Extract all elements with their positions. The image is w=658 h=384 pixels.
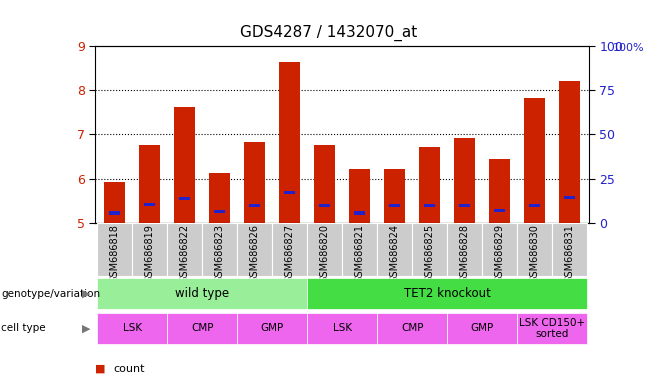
Text: ■: ■ — [95, 364, 106, 374]
Bar — [307, 313, 377, 344]
Bar — [559, 81, 580, 223]
Text: CMP: CMP — [191, 323, 213, 333]
Text: LSK: LSK — [122, 323, 141, 333]
Text: GSM686829: GSM686829 — [495, 224, 505, 283]
Text: GSM686820: GSM686820 — [320, 224, 330, 283]
Text: cell type: cell type — [1, 323, 46, 333]
Bar — [529, 204, 540, 207]
Text: GSM686819: GSM686819 — [145, 224, 155, 283]
Bar — [354, 212, 365, 215]
Text: GSM686825: GSM686825 — [424, 224, 435, 283]
Text: GSM686831: GSM686831 — [565, 224, 574, 283]
Text: TET2 knockout: TET2 knockout — [404, 287, 491, 300]
Bar — [349, 169, 370, 223]
Bar — [552, 223, 587, 276]
Bar — [314, 146, 335, 223]
Y-axis label: 100%: 100% — [613, 43, 644, 53]
Bar — [97, 278, 307, 310]
Bar — [167, 223, 202, 276]
Bar — [419, 147, 440, 223]
Bar — [454, 138, 475, 223]
Text: GSM686822: GSM686822 — [180, 224, 190, 283]
Bar — [179, 197, 190, 200]
Bar — [494, 209, 505, 212]
Text: GSM686828: GSM686828 — [460, 224, 470, 283]
Bar — [237, 223, 272, 276]
Bar — [167, 313, 237, 344]
Bar — [284, 191, 295, 194]
Bar — [109, 212, 120, 215]
Bar — [377, 313, 447, 344]
Text: GSM686821: GSM686821 — [355, 224, 365, 283]
Bar — [412, 223, 447, 276]
Text: GMP: GMP — [470, 323, 494, 333]
Text: GSM686830: GSM686830 — [530, 224, 540, 283]
Bar — [97, 313, 167, 344]
Bar — [319, 204, 330, 207]
Text: GDS4287 / 1432070_at: GDS4287 / 1432070_at — [240, 25, 418, 41]
Bar — [279, 61, 300, 223]
Bar — [244, 142, 265, 223]
Bar — [214, 210, 226, 213]
Bar — [307, 278, 587, 310]
Bar — [447, 223, 482, 276]
Bar — [447, 313, 517, 344]
Text: GSM686818: GSM686818 — [110, 224, 120, 283]
Bar — [202, 223, 237, 276]
Bar — [249, 204, 261, 207]
Bar — [307, 223, 342, 276]
Bar — [389, 204, 401, 207]
Bar — [342, 223, 377, 276]
Text: LSK CD150+
sorted: LSK CD150+ sorted — [519, 318, 585, 339]
Text: count: count — [114, 364, 145, 374]
Text: GMP: GMP — [261, 323, 284, 333]
Text: GSM686827: GSM686827 — [285, 224, 295, 283]
Text: LSK: LSK — [332, 323, 352, 333]
Bar — [139, 146, 160, 223]
Bar — [377, 223, 412, 276]
Bar — [517, 223, 552, 276]
Bar — [174, 107, 195, 223]
Bar — [209, 173, 230, 223]
Text: GSM686826: GSM686826 — [249, 224, 260, 283]
Bar — [517, 313, 587, 344]
Bar — [384, 169, 405, 223]
Text: CMP: CMP — [401, 323, 423, 333]
Bar — [237, 313, 307, 344]
Text: GSM686823: GSM686823 — [215, 224, 224, 283]
Bar — [482, 223, 517, 276]
Bar — [459, 204, 470, 207]
Bar — [524, 98, 545, 223]
Text: GSM686824: GSM686824 — [390, 224, 399, 283]
Bar — [424, 204, 436, 207]
Bar — [564, 195, 576, 199]
Bar — [489, 159, 510, 223]
Text: genotype/variation: genotype/variation — [1, 289, 101, 299]
Bar — [144, 203, 155, 206]
Bar — [104, 182, 125, 223]
Text: ▶: ▶ — [82, 289, 91, 299]
Text: ▶: ▶ — [82, 323, 91, 333]
Text: wild type: wild type — [175, 287, 229, 300]
Bar — [97, 223, 132, 276]
Bar — [132, 223, 167, 276]
Bar — [272, 223, 307, 276]
